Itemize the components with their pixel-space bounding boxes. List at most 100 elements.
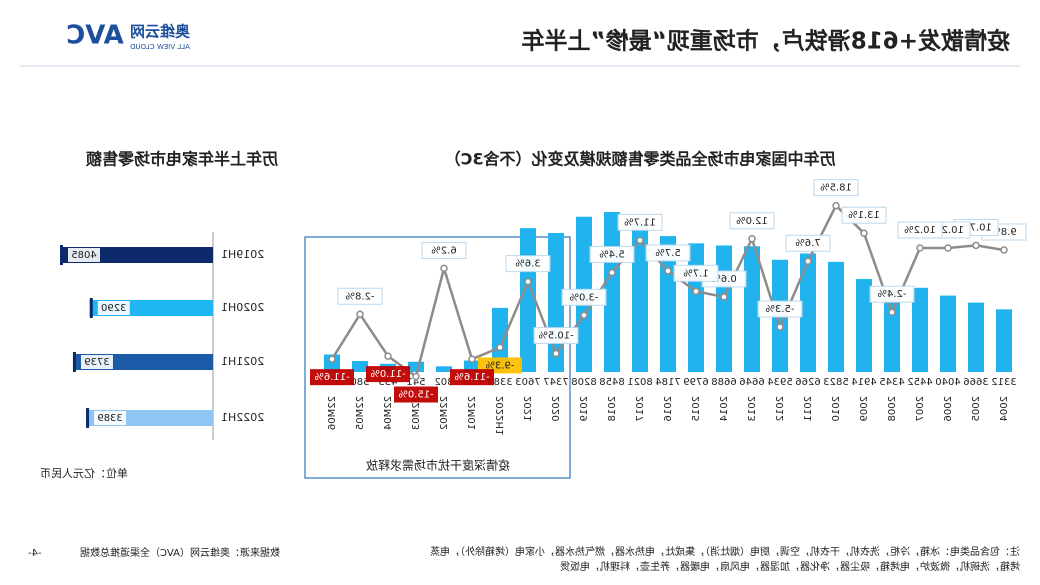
growth-label-box <box>533 327 579 345</box>
growth-label-box <box>785 234 831 252</box>
bar <box>968 302 984 372</box>
growth-label-box <box>421 241 467 259</box>
growth-label-box <box>366 366 410 383</box>
growth-point <box>972 241 980 250</box>
bar <box>800 253 816 372</box>
growth-label-box <box>673 264 719 282</box>
growth-label: -2.4% <box>877 289 906 300</box>
y-tick-label: 2022H1 <box>221 411 264 424</box>
bar <box>352 361 368 372</box>
bar-value-label: 8458 <box>599 377 624 388</box>
bar <box>324 354 340 372</box>
growth-point <box>832 201 840 210</box>
growth-label-box <box>897 221 943 239</box>
chart-title: 历年中国家电市场全品类零售额规模及变化（不含3C） <box>445 150 836 169</box>
bar <box>632 220 648 372</box>
bar-end <box>60 245 63 265</box>
bar-value-label: 8208 <box>571 377 596 388</box>
growth-label: -3.0% <box>569 292 598 303</box>
bar-value-label: 6266 <box>795 377 820 388</box>
growth-label: 6.2% <box>431 245 456 256</box>
growth-point <box>524 277 532 286</box>
x-tick-label: 2012 <box>775 396 786 421</box>
bar-value-label: 7184 <box>655 377 680 388</box>
x-tick-label: 22M01 <box>467 396 478 430</box>
bar <box>464 360 480 372</box>
growth-point <box>608 268 616 277</box>
bar-value-label: 5934 <box>767 377 792 388</box>
x-tick-label: 2006 <box>943 396 954 421</box>
bar-value-label: 6646 <box>739 377 764 388</box>
growth-point <box>720 293 728 301</box>
growth-label-box <box>841 206 887 224</box>
growth-point <box>440 264 448 273</box>
growth-label-box <box>450 369 494 386</box>
bar <box>436 366 452 372</box>
x-tick-label: 2018 <box>607 396 618 421</box>
growth-point <box>944 244 952 252</box>
growth-label: -11.6% <box>454 372 489 383</box>
bar <box>940 295 956 372</box>
growth-point <box>664 267 672 275</box>
bar-value-label: 7347 <box>543 377 568 388</box>
growth-label-box <box>505 255 551 273</box>
note-line: 注：包含品类电：冰箱，冷柜，洗衣机，干衣机，空调，厨电（烟灶消），集成灶，电热水… <box>430 545 1020 558</box>
growth-label: -2.8% <box>345 291 374 302</box>
growth-label-box <box>561 288 607 306</box>
growth-label-box <box>645 244 691 262</box>
growth-point <box>776 323 784 331</box>
growth-label: -10.5% <box>538 331 573 342</box>
growth-label-box <box>757 300 803 318</box>
bar-value-label: 4040 <box>935 377 960 388</box>
x-tick-label: 2017 <box>635 396 646 421</box>
bar <box>492 307 508 372</box>
growth-label-box <box>729 212 775 230</box>
growth-point <box>552 349 560 358</box>
x-tick-label: 2020 <box>551 396 562 421</box>
x-tick-label: 2009 <box>859 396 870 421</box>
x-tick-label: 2015 <box>691 396 702 421</box>
growth-point <box>1000 246 1008 254</box>
growth-label: 10.2% <box>904 225 936 236</box>
growth-label-box <box>394 386 438 403</box>
growth-label: 3.6% <box>515 259 540 270</box>
x-tick-label: 22M04 <box>383 396 394 430</box>
bar-value-label: 3290 <box>101 303 126 314</box>
logo-en: ALL VIEW CLOUD <box>130 43 190 51</box>
growth-label: 0.6% <box>711 274 736 285</box>
growth-label: -11.6% <box>314 372 349 383</box>
bar <box>912 287 928 372</box>
x-tick-label: 2013 <box>747 396 758 421</box>
chart-title: 历年上半年家电市场零售额 <box>86 150 278 169</box>
growth-label: 11.7% <box>624 217 656 228</box>
x-tick-label: 2004 <box>999 396 1010 421</box>
x-tick-label: 2014 <box>719 396 730 421</box>
bar <box>856 279 872 372</box>
bar-value-label: 5823 <box>823 377 848 388</box>
growth-point <box>860 229 868 237</box>
growth-point <box>692 287 700 296</box>
growth-point <box>888 308 896 316</box>
x-tick-label: 2021 <box>523 396 534 421</box>
bar-end <box>72 352 76 372</box>
slide-title: 疫情散发+618滑铁卢，市场重现“最惨”上半年 <box>521 28 1010 55</box>
bar-end <box>86 408 90 428</box>
growth-label: -15.0% <box>398 390 433 401</box>
bar-value-label: 7603 <box>515 377 540 388</box>
logo-cn: 奥维云网 <box>130 23 190 41</box>
growth-point <box>496 343 504 352</box>
growth-point <box>636 236 644 245</box>
value-box <box>97 301 130 315</box>
growth-label-box <box>589 245 635 263</box>
page-number: -4- <box>28 548 42 559</box>
bar-value-label: 3739 <box>84 357 109 368</box>
growth-label: 9.8% <box>991 227 1016 238</box>
annotation: 疫情深度干扰市场需求释放 <box>366 458 510 473</box>
bar-value-label: 302 <box>434 377 453 388</box>
growth-label: -5.3% <box>765 304 794 315</box>
annotation-box <box>304 236 571 479</box>
x-tick-label: 22M06 <box>327 396 338 430</box>
x-tick-label: 2011 <box>803 396 814 421</box>
growth-label: 7.6% <box>795 238 820 249</box>
